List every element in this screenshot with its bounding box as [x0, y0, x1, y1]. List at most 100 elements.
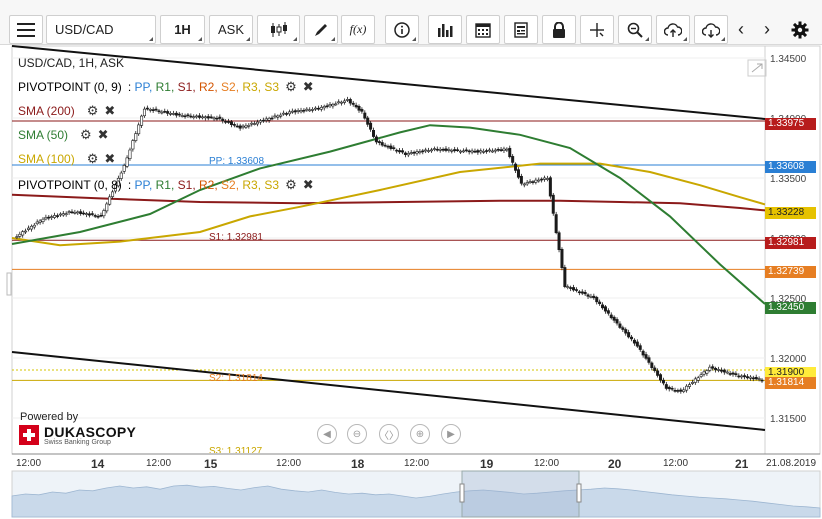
candle-body [369, 123, 371, 129]
news-button[interactable] [504, 15, 538, 44]
candle-body [27, 228, 29, 230]
candle-body [53, 215, 55, 217]
symbol-selector[interactable]: USD/CAD [46, 15, 156, 44]
draw-tool-button[interactable] [304, 15, 338, 44]
gear-icon[interactable]: ⚙ [87, 103, 99, 119]
x-tick-label: 12:00 [276, 458, 301, 469]
timeframe-selector[interactable]: 1H [160, 15, 205, 44]
pivot-level-pp: PP, [134, 178, 155, 192]
pivot-levels: : PP, R1, S1, R2, S2, R3, S3 [128, 79, 279, 95]
crosshair-button[interactable] [580, 15, 614, 44]
calendar-icon [475, 22, 491, 38]
candle-body [77, 212, 79, 213]
lock-button[interactable] [542, 15, 576, 44]
candle-body [132, 141, 134, 149]
candle-body [712, 367, 714, 369]
navigator-handle-right [577, 484, 581, 502]
candle-body [364, 113, 366, 118]
x-tick-label: 14 [91, 457, 104, 471]
candle-body [50, 217, 52, 218]
candle-body [245, 126, 247, 128]
candle-body [726, 372, 728, 373]
upload-button[interactable] [656, 15, 690, 44]
calendar-button[interactable] [466, 15, 500, 44]
close-icon[interactable]: ✖ [303, 79, 314, 95]
candle-body [555, 215, 557, 233]
candle-body [85, 214, 87, 215]
navigator-window [462, 471, 579, 517]
gear-icon[interactable]: ⚙ [80, 127, 92, 143]
info-button[interactable] [385, 15, 419, 44]
menu-button[interactable] [9, 15, 43, 44]
scroll-left-button[interactable]: ‹ [729, 15, 753, 44]
candle-body [627, 332, 629, 337]
left-scroll-handle[interactable] [7, 273, 11, 295]
candle-body [755, 377, 757, 379]
candle-body [311, 109, 313, 110]
download-button[interactable] [694, 15, 728, 44]
candle-body [613, 317, 615, 320]
pencil-icon [313, 22, 329, 38]
candle-body [390, 146, 392, 149]
indicators-button[interactable]: f(x) [341, 15, 375, 44]
candle-body [190, 116, 192, 117]
chevron-left-icon: ‹ [738, 19, 744, 40]
candle-body [169, 113, 171, 114]
close-icon[interactable]: ✖ [104, 103, 115, 119]
dropdown-corner-icon [149, 37, 153, 41]
candle-body [738, 376, 740, 377]
scroll-right-button[interactable]: › [755, 15, 779, 44]
candle-body [520, 176, 522, 183]
reset-zoom-button[interactable]: 〈〉 [379, 424, 399, 444]
indicator-label: SMA (100) [18, 151, 75, 167]
chevron-left-icon: ◀ [323, 429, 331, 440]
close-icon[interactable]: ✖ [104, 151, 115, 167]
settings-button[interactable] [786, 15, 814, 44]
function-label: f(x) [350, 22, 367, 37]
candle-body [482, 151, 484, 152]
candle-body [201, 117, 203, 118]
overview-navigator[interactable] [12, 471, 820, 517]
pan-left-button[interactable]: ◀ [317, 424, 337, 444]
chart-area[interactable]: USD/CAD, 1H, ASK PIVOTPOINT (0, 9) : PP,… [0, 44, 822, 519]
close-icon[interactable]: ✖ [303, 177, 314, 193]
candle-body [323, 106, 325, 107]
candle-body [39, 221, 41, 222]
candle-body [24, 231, 26, 232]
gear-icon[interactable]: ⚙ [87, 151, 99, 167]
candle-body [317, 108, 319, 109]
candle-body [549, 178, 551, 196]
candle-body [181, 116, 183, 117]
zoom-in-button[interactable]: ⊕ [410, 424, 430, 444]
volume-button[interactable] [428, 15, 462, 44]
candle-body [474, 151, 476, 152]
chart-type-button[interactable] [257, 15, 300, 44]
candle-body [488, 150, 490, 151]
indicator-label: PIVOTPOINT (0, 9) [18, 79, 122, 95]
x-tick-label: 12:00 [146, 458, 171, 469]
gear-icon[interactable]: ⚙ [285, 79, 297, 95]
pivot-level-s3: S3 [264, 80, 279, 94]
candle-body [662, 380, 664, 383]
candle-body [262, 120, 264, 121]
zoom-in-icon: ⊕ [416, 429, 424, 440]
pivot-s1-label: S1: 1.32981 [209, 232, 263, 243]
zoom-out-button[interactable]: ⊖ [347, 424, 367, 444]
indicator-sma-200: SMA (200) ⚙ ✖ [18, 103, 115, 119]
candle-body [236, 126, 238, 127]
price-badge-s1: 1.32981 [765, 237, 816, 249]
chart-canvas[interactable] [0, 44, 822, 519]
gear-icon[interactable]: ⚙ [285, 177, 297, 193]
candle-body [413, 152, 415, 153]
candle-body [340, 102, 342, 103]
candle-body [274, 116, 276, 117]
candle-body [338, 102, 340, 103]
pan-right-button[interactable]: ▶ [441, 424, 461, 444]
price-side-selector[interactable]: ASK [209, 15, 253, 44]
candle-body [288, 112, 290, 114]
candle-body [158, 111, 160, 112]
indicator-sma-100: SMA (100) ⚙ ✖ [18, 151, 115, 167]
candle-body [280, 115, 282, 116]
zoom-button[interactable] [618, 15, 652, 44]
close-icon[interactable]: ✖ [98, 127, 109, 143]
